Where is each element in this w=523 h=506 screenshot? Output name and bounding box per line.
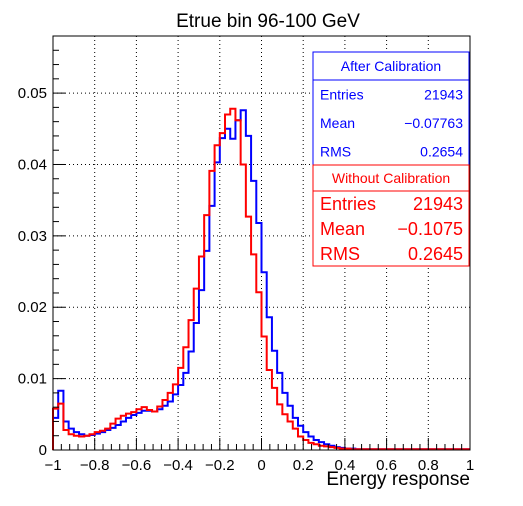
x-tick-label: 0.6: [376, 457, 397, 474]
stat-row-label: RMS: [320, 244, 360, 264]
x-axis-label: Energy response: [326, 469, 470, 490]
stat-row-label: Entries: [320, 86, 364, 102]
x-tick-label: −0.4: [163, 457, 193, 474]
stat-boxes: After Calibration Entries 21943 Mean −0.0776…: [312, 51, 470, 267]
stat-box-title: Without Calibration: [332, 170, 450, 186]
series-line-without-calibration: [52, 107, 470, 451]
stat-box-without-calibration: Without Calibration Entries 21943 Mean −0.10…: [312, 164, 470, 267]
series-layer: [52, 107, 470, 451]
y-tick-label: 0.02: [18, 299, 47, 316]
stat-row-value: −0.1075: [397, 219, 463, 239]
stat-row-value: 21943: [413, 194, 463, 214]
x-tick-label: 1: [466, 457, 474, 474]
stat-row-label: Entries: [320, 194, 376, 214]
stat-row-value: 21943: [424, 86, 463, 102]
stat-row-label: RMS: [320, 144, 351, 160]
stat-box-after-calibration: After Calibration Entries 21943 Mean −0.0776…: [312, 51, 470, 167]
y-tick-label: 0.01: [18, 371, 47, 388]
x-tick-label: 0.4: [334, 457, 355, 474]
stat-row-value: −0.07763: [404, 115, 463, 131]
stat-box-title: After Calibration: [341, 58, 441, 74]
axes: −1 −0.8 −0.6 −0.4 −0.2 0 0.2 0.4 0.6 0.8 1 0 0.01 0.0…: [18, 35, 474, 474]
y-tick-label: 0.05: [18, 85, 47, 102]
chart-title: Etrue bin 96-100 GeV: [176, 11, 360, 32]
x-tick-label: 0.2: [293, 457, 314, 474]
stat-box-border: [312, 164, 470, 267]
x-tick-label: 0: [257, 457, 265, 474]
stat-row-value: 0.2645: [408, 244, 463, 264]
x-tick-label: −1: [44, 457, 61, 474]
stat-row-label: Mean: [320, 219, 365, 239]
x-tick-label: −0.8: [80, 457, 110, 474]
x-tick-label: −0.2: [205, 457, 235, 474]
x-tick-label: 0.8: [418, 457, 439, 474]
y-tick-label: 0.03: [18, 228, 47, 245]
stat-row-value: 0.2654: [420, 144, 463, 160]
y-tick-label: 0.04: [18, 156, 47, 173]
stat-row-label: Mean: [320, 115, 355, 131]
y-tick-label: 0: [39, 442, 47, 459]
x-tick-label: −0.6: [122, 457, 152, 474]
